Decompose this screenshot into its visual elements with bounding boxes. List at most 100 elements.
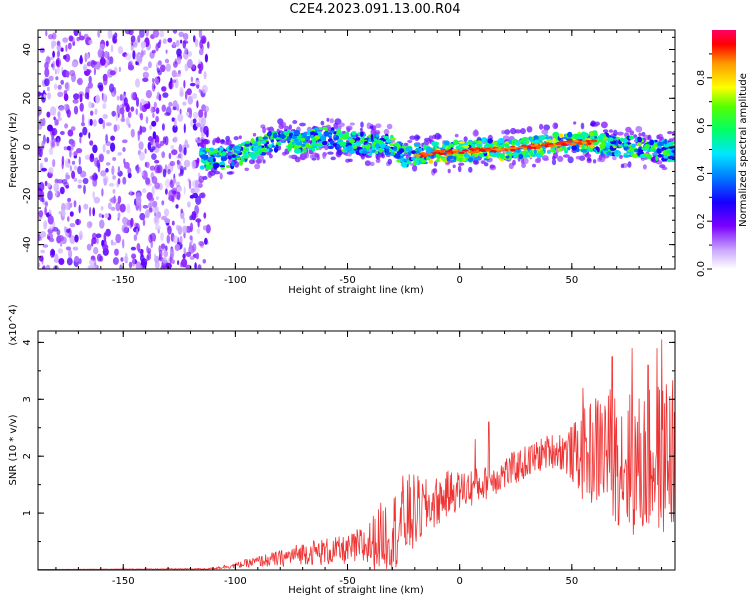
noise-speckle xyxy=(110,206,116,211)
noise-speckle xyxy=(147,61,152,69)
noise-speckle xyxy=(138,141,144,150)
noise-speckle xyxy=(72,99,79,104)
track-dot xyxy=(367,152,373,156)
noise-speckle xyxy=(166,234,171,244)
noise-speckle xyxy=(115,233,122,244)
noise-speckle xyxy=(154,215,158,223)
track-dot xyxy=(256,150,262,155)
noise-speckle xyxy=(182,101,187,106)
track-dot xyxy=(342,133,349,140)
noise-speckle xyxy=(116,95,120,101)
track-core-dot xyxy=(591,139,598,143)
noise-speckle xyxy=(195,139,202,144)
track-dot xyxy=(656,148,662,154)
noise-speckle xyxy=(71,61,78,68)
noise-speckle xyxy=(102,93,108,103)
noise-speckle xyxy=(160,243,166,249)
track-halo-dot xyxy=(526,126,533,133)
track-dot xyxy=(458,141,465,144)
track-halo-dot xyxy=(520,128,526,135)
figure-title: C2E4.2023.091.13.00.R04 xyxy=(289,2,461,17)
track-core-dot xyxy=(587,142,592,145)
colorbar-label: Normalized spectral amplitude xyxy=(738,73,749,227)
noise-speckle xyxy=(94,257,97,267)
noise-speckle xyxy=(79,170,87,178)
noise-speckle xyxy=(44,206,47,216)
track-dot xyxy=(612,145,617,149)
track-halo-dot xyxy=(294,156,301,163)
noise-speckle xyxy=(61,202,66,212)
noise-speckle xyxy=(53,116,56,121)
noise-speckle xyxy=(69,165,72,172)
noise-speckle xyxy=(68,249,73,259)
noise-speckle xyxy=(130,217,134,227)
noise-speckle xyxy=(38,142,41,147)
noise-speckle xyxy=(150,106,154,114)
track-dot xyxy=(394,153,401,159)
noise-speckle xyxy=(92,232,97,240)
track-dot xyxy=(209,147,214,152)
track-halo-dot xyxy=(423,140,430,146)
noise-speckle xyxy=(197,264,202,269)
noise-speckle xyxy=(43,220,48,230)
track-dot xyxy=(558,133,564,139)
track-dot xyxy=(310,129,316,132)
track-dot xyxy=(515,142,521,147)
noise-speckle xyxy=(147,141,152,151)
noise-speckle xyxy=(149,124,152,131)
track-dot xyxy=(200,154,208,160)
noise-speckle xyxy=(92,178,98,187)
track-core-dot xyxy=(489,150,497,153)
track-halo-dot xyxy=(375,123,382,128)
noise-speckle xyxy=(63,146,68,151)
noise-speckle xyxy=(189,194,195,199)
track-dot xyxy=(511,138,518,143)
track-dot xyxy=(657,141,664,147)
track-dot xyxy=(641,147,647,151)
noise-speckle xyxy=(140,50,144,58)
track-dot xyxy=(380,144,386,149)
noise-speckle xyxy=(82,126,88,136)
track-core-dot xyxy=(458,151,465,154)
noise-speckle xyxy=(149,165,156,171)
track-halo-dot xyxy=(602,129,609,133)
noise-speckle xyxy=(112,157,117,161)
noise-speckle xyxy=(102,244,109,251)
noise-speckle xyxy=(155,141,159,148)
noise-speckle xyxy=(76,148,83,154)
noise-speckle xyxy=(133,234,138,242)
noise-speckle xyxy=(130,35,136,43)
track-dot xyxy=(279,134,286,139)
noise-speckle xyxy=(187,95,193,105)
noise-speckle xyxy=(180,165,184,175)
track-dot xyxy=(318,131,322,137)
noise-speckle xyxy=(54,83,58,90)
noise-speckle xyxy=(89,206,92,217)
noise-speckle xyxy=(79,136,82,144)
track-halo-dot xyxy=(543,157,549,161)
noise-speckle xyxy=(165,188,168,195)
track-dot xyxy=(620,137,624,142)
noise-speckle xyxy=(172,41,176,48)
noise-speckle xyxy=(170,145,175,150)
noise-speckle xyxy=(117,212,121,219)
noise-speckle xyxy=(62,37,69,43)
noise-speckle xyxy=(198,30,203,39)
noise-speckle xyxy=(174,244,180,251)
track-core-dot xyxy=(534,143,539,146)
noise-speckle xyxy=(171,220,175,226)
noise-speckle xyxy=(192,93,198,99)
noise-speckle xyxy=(117,166,120,173)
noise-speckle xyxy=(123,97,128,106)
noise-speckle xyxy=(168,101,173,107)
noise-speckle xyxy=(183,80,186,89)
track-dot xyxy=(390,137,397,141)
track-dot xyxy=(266,132,271,137)
noise-speckle xyxy=(127,172,132,179)
track-dot xyxy=(472,140,479,144)
noise-speckle xyxy=(47,235,51,240)
noise-speckle xyxy=(57,248,63,254)
track-halo-dot xyxy=(454,133,459,138)
track-dot xyxy=(410,150,416,155)
noise-speckle xyxy=(117,152,122,156)
